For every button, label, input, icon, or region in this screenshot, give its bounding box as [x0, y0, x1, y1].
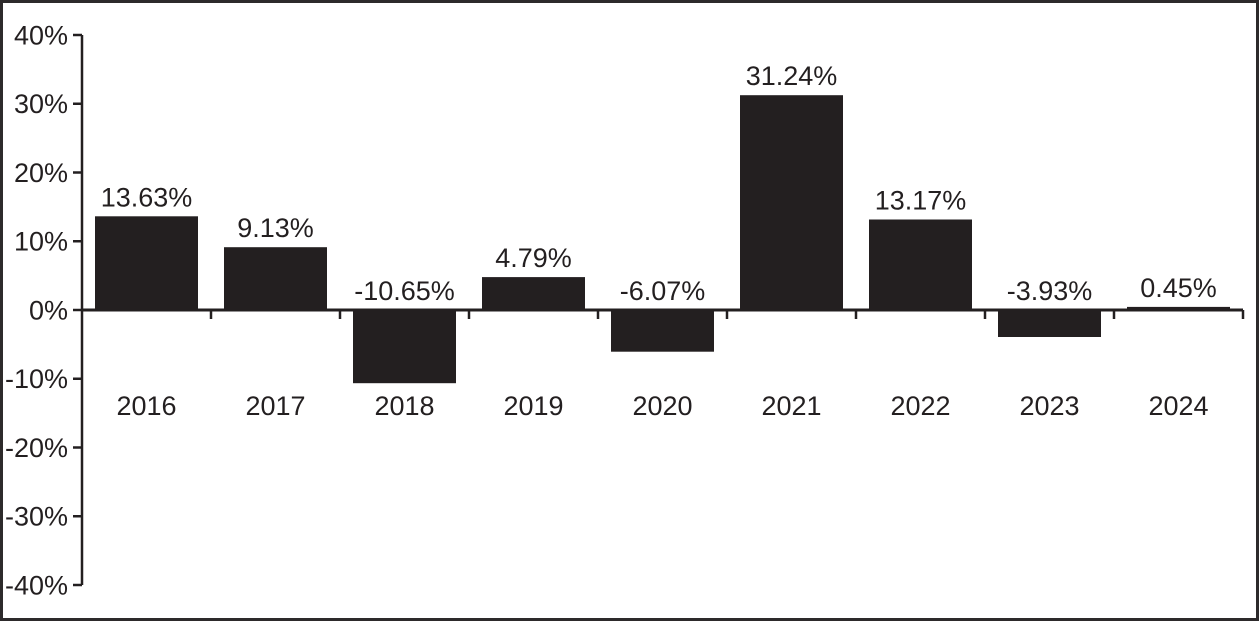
value-label-2016: 13.63% [101, 182, 193, 212]
value-label-2020: -6.07% [620, 276, 706, 306]
x-tick-label-2016: 2016 [116, 391, 176, 421]
value-label-2022: 13.17% [875, 186, 967, 216]
x-tick-label-2017: 2017 [245, 391, 305, 421]
x-tick-label-2022: 2022 [890, 391, 950, 421]
y-tick-label-0%: 0% [29, 295, 68, 325]
x-tick-label-2020: 2020 [632, 391, 692, 421]
bar-2020 [611, 310, 714, 352]
value-label-2017: 9.13% [237, 213, 314, 243]
value-label-2019: 4.79% [495, 243, 572, 273]
x-tick-label-2024: 2024 [1148, 391, 1208, 421]
y-tick-label-30%: 30% [14, 89, 68, 119]
x-tick-label-2023: 2023 [1019, 391, 1079, 421]
bar-2024 [1127, 306, 1230, 310]
bar-2022 [869, 219, 972, 310]
bar-2021 [740, 95, 843, 310]
x-tick-label-2021: 2021 [761, 391, 821, 421]
y-tick-label--40%: -40% [5, 570, 68, 600]
value-label-2024: 0.45% [1140, 273, 1217, 303]
y-tick-label-40%: 40% [14, 20, 68, 50]
bar-2023 [998, 310, 1101, 337]
y-tick-label-20%: 20% [14, 158, 68, 188]
value-label-2018: -10.65% [354, 276, 455, 306]
bar-2016 [95, 216, 198, 310]
value-label-2023: -3.93% [1007, 276, 1093, 306]
y-tick-label--10%: -10% [5, 364, 68, 394]
y-tick-label-10%: 10% [14, 227, 68, 257]
y-tick-label--20%: -20% [5, 433, 68, 463]
chart-canvas: 13.63% 2016 9.13% 2017 -10.65% 2018 4.79% 2019 -… [5, 20, 1245, 600]
bar-2018 [353, 310, 456, 384]
y-tick-label--30%: -30% [5, 502, 68, 532]
bar-2019 [482, 277, 585, 310]
value-label-2021: 31.24% [746, 61, 838, 91]
bar-2017 [224, 247, 327, 310]
x-tick-label-2018: 2018 [374, 391, 434, 421]
x-tick-label-2019: 2019 [503, 391, 563, 421]
